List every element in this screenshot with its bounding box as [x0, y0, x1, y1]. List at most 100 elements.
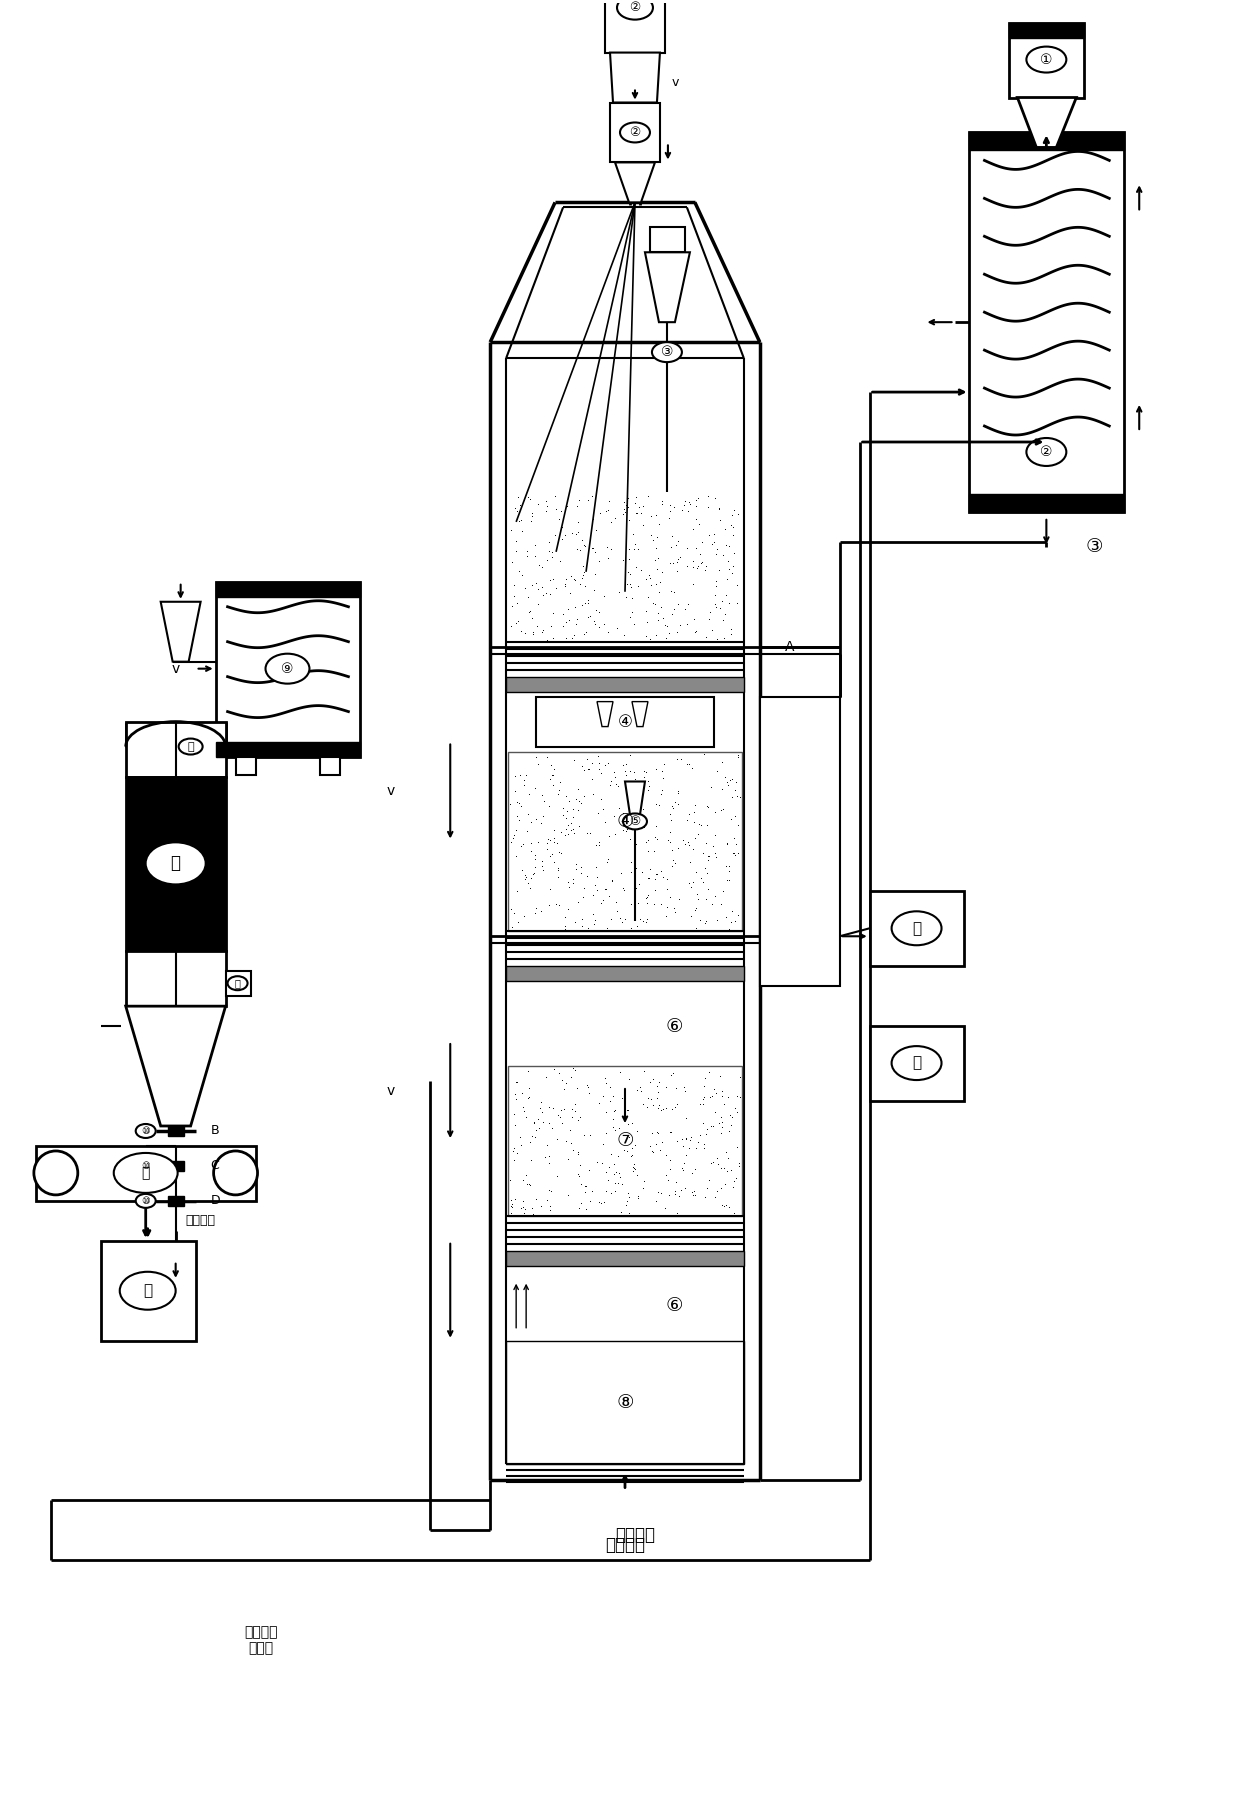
Point — [603, 1081, 622, 1110]
Point — [511, 1122, 531, 1151]
Point — [507, 1139, 527, 1167]
Point — [558, 595, 578, 624]
Point — [686, 791, 706, 819]
Point — [560, 1063, 580, 1092]
Bar — [216, 581, 361, 597]
Point — [584, 576, 604, 604]
Point — [609, 793, 629, 821]
Point — [552, 525, 572, 554]
Point — [637, 825, 657, 853]
Point — [703, 832, 723, 861]
Point — [620, 570, 640, 599]
Point — [712, 1103, 732, 1131]
Point — [517, 816, 537, 845]
Point — [556, 572, 575, 601]
Text: ⑬: ⑬ — [143, 1284, 153, 1298]
Point — [585, 871, 605, 900]
Point — [610, 1162, 630, 1191]
Point — [626, 853, 646, 882]
Point — [677, 590, 697, 619]
Bar — [167, 1196, 184, 1207]
Text: ⑦: ⑦ — [616, 1131, 634, 1151]
Point — [583, 534, 603, 563]
Point — [558, 868, 578, 896]
Point — [544, 848, 564, 877]
Point — [619, 484, 639, 513]
Point — [640, 624, 660, 653]
Point — [605, 764, 625, 793]
Point — [712, 889, 732, 918]
Point — [596, 1097, 616, 1126]
Point — [711, 1119, 730, 1148]
Point — [689, 905, 709, 934]
Point — [531, 809, 551, 837]
Point — [634, 757, 653, 785]
Point — [515, 771, 534, 800]
Point — [712, 796, 732, 825]
Ellipse shape — [620, 122, 650, 142]
Point — [544, 816, 564, 845]
Point — [637, 882, 657, 911]
Point — [588, 1148, 608, 1176]
Point — [551, 767, 570, 796]
Point — [724, 825, 744, 853]
Point — [587, 852, 606, 880]
Point — [660, 1146, 680, 1174]
Text: ④: ④ — [616, 812, 634, 830]
Point — [629, 870, 649, 898]
Point — [676, 1140, 696, 1169]
Point — [720, 1156, 740, 1185]
Point — [537, 742, 557, 771]
Text: A: A — [785, 640, 795, 654]
Point — [646, 570, 666, 599]
Point — [567, 491, 587, 520]
Point — [562, 1130, 582, 1158]
Point — [517, 536, 537, 565]
Point — [512, 561, 532, 590]
Point — [680, 848, 699, 877]
Point — [536, 486, 556, 515]
Point — [546, 574, 565, 602]
Point — [542, 543, 562, 572]
Point — [718, 1144, 738, 1173]
Bar — [970, 133, 1125, 511]
Point — [564, 746, 584, 775]
Point — [640, 855, 660, 884]
Point — [580, 1121, 600, 1149]
Text: 循环空气: 循环空气 — [605, 1537, 645, 1555]
Point — [511, 793, 531, 821]
Text: ⑥: ⑥ — [665, 1017, 683, 1036]
Point — [642, 1065, 662, 1094]
Point — [649, 1067, 668, 1096]
Point — [556, 902, 575, 931]
Point — [518, 800, 538, 828]
Point — [625, 529, 645, 558]
Point — [723, 550, 743, 579]
Point — [717, 1191, 737, 1219]
Point — [589, 755, 609, 784]
Point — [557, 798, 577, 827]
Point — [611, 805, 631, 834]
Point — [518, 1056, 538, 1085]
Point — [531, 1192, 551, 1221]
Text: ⑪: ⑪ — [187, 742, 193, 751]
Point — [712, 748, 732, 776]
Point — [719, 531, 739, 559]
Point — [647, 1117, 667, 1146]
Point — [563, 816, 583, 845]
Point — [652, 775, 672, 803]
Point — [580, 602, 600, 631]
Point — [513, 486, 533, 515]
Point — [621, 1133, 641, 1162]
Point — [554, 520, 574, 549]
Point — [652, 764, 672, 793]
Point — [707, 626, 727, 654]
Point — [692, 549, 712, 577]
Point — [603, 866, 622, 895]
Point — [699, 604, 719, 633]
Point — [569, 1162, 589, 1191]
Point — [553, 1074, 573, 1103]
Point — [683, 547, 703, 576]
Point — [525, 853, 544, 882]
Point — [556, 913, 575, 941]
